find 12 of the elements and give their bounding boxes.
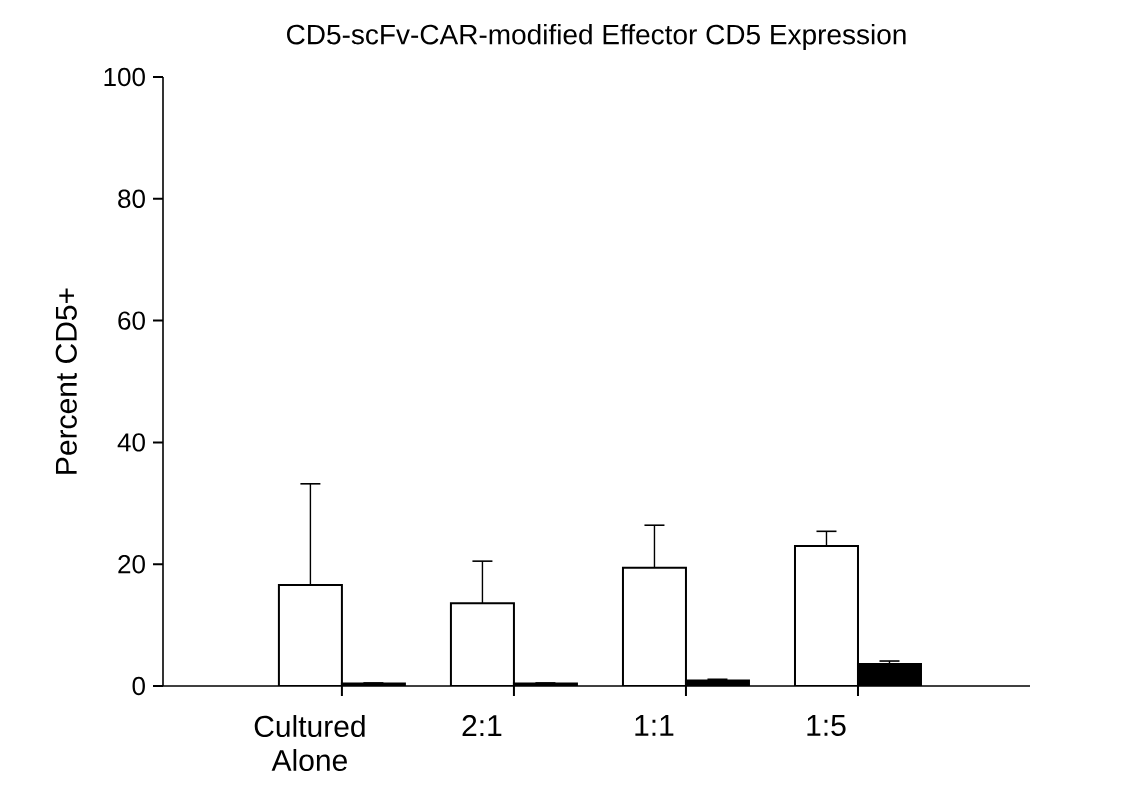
x-tick-label: 2:1 bbox=[462, 715, 502, 736]
y-tick-label: 60 bbox=[118, 311, 145, 330]
x-tick-label: 1:5 bbox=[807, 715, 846, 736]
y-tick-label: 0 bbox=[132, 676, 145, 696]
y-tick-label: 80 bbox=[118, 189, 145, 208]
y-tick-label: 100 bbox=[104, 67, 145, 87]
chart-title: CD5-scFv-CAR-modified Effector CD5 Expression bbox=[287, 23, 906, 50]
y-tick-label: 20 bbox=[118, 554, 145, 574]
y-axis-title: Percent CD5+ bbox=[55, 288, 77, 474]
x-tick-label: Cultured Alone bbox=[254, 715, 365, 772]
x-tick-label: 1:1 bbox=[635, 715, 674, 736]
y-tick-label: 40 bbox=[117, 433, 145, 452]
